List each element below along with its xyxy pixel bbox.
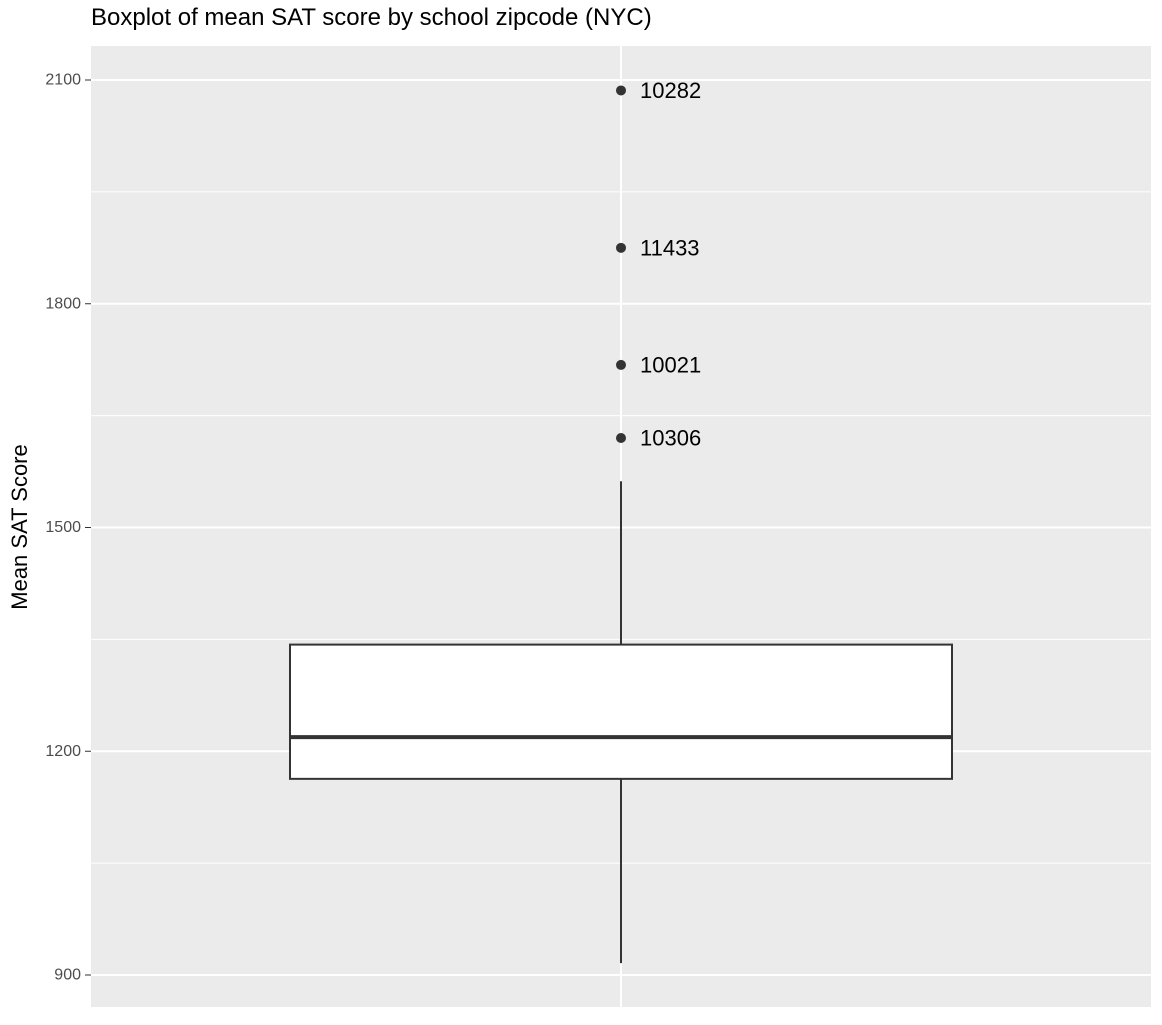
outlier-label: 10021	[640, 352, 701, 377]
outlier-label: 11433	[640, 235, 700, 260]
outlier-label: 10306	[640, 426, 701, 451]
y-axis-title: Mean SAT Score	[7, 444, 32, 609]
chart-title: Boxplot of mean SAT score by school zipc…	[91, 4, 652, 31]
y-axis: 900 1200 1500 1800 2100	[45, 72, 91, 984]
y-tick-label: 900	[54, 967, 81, 984]
outlier-point	[616, 359, 626, 370]
box-group	[289, 643, 953, 780]
outlier-point	[616, 242, 626, 253]
iqr-box	[289, 643, 953, 780]
outlier-point	[616, 85, 626, 96]
outlier-points: 10282 11433 10021 10306	[616, 78, 701, 451]
y-tick-label: 1500	[45, 519, 81, 536]
y-tick-label: 2100	[45, 72, 81, 89]
outlier-label: 10282	[640, 78, 701, 103]
outlier-point	[616, 433, 626, 443]
y-tick-label: 1200	[45, 743, 81, 760]
y-tick-label: 1800	[45, 295, 81, 312]
